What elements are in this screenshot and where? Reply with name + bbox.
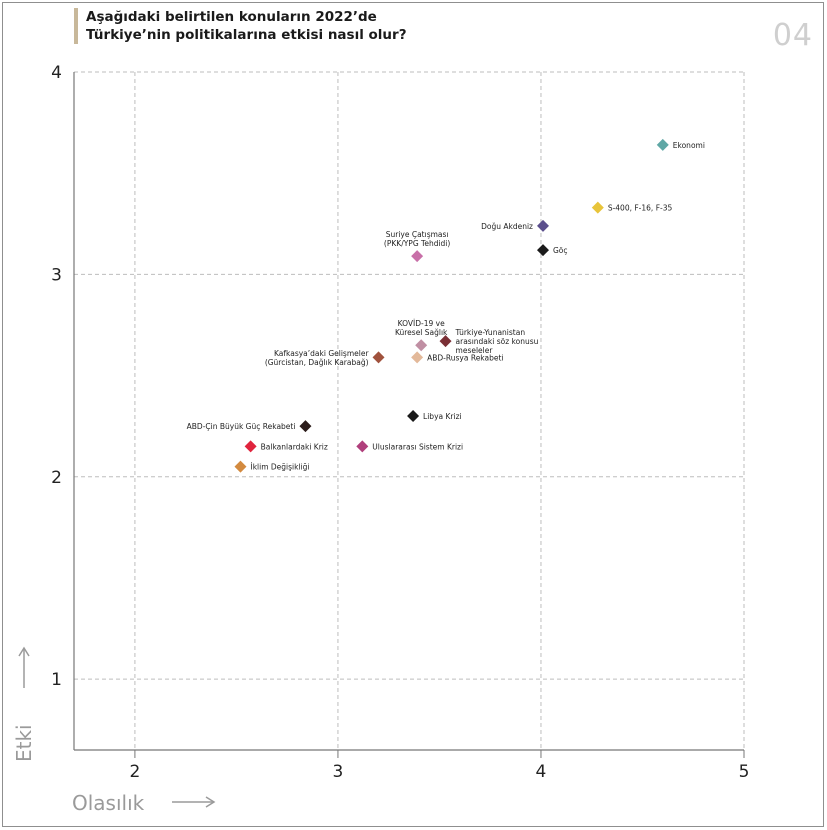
data-point-label: Kafkasya’daki Gelişmeler xyxy=(274,349,369,358)
data-points xyxy=(234,139,668,473)
data-point-label: KOVİD-19 ve xyxy=(398,319,445,328)
data-point-marker xyxy=(592,202,604,214)
data-point-label: Balkanlardaki Kriz xyxy=(261,442,328,451)
data-point-label: Türkiye-Yunanistan xyxy=(455,328,526,337)
data-point-label: Suriye Çatışması xyxy=(386,230,449,239)
y-tick-label: 1 xyxy=(51,670,62,690)
data-point-marker xyxy=(356,440,368,452)
data-point-marker xyxy=(537,244,549,256)
tick-labels: 2 3 4 5 1 2 3 4 xyxy=(51,63,749,782)
data-point-label: (PKK/YPG Tehdidi) xyxy=(384,239,450,248)
y-tick-label: 4 xyxy=(51,63,62,83)
x-tick-label: 4 xyxy=(536,762,547,782)
y-tick-label: 3 xyxy=(51,265,62,285)
data-point-label: S-400, F-16, F-35 xyxy=(608,204,673,213)
data-point-label: ABD-Çin Büyük Güç Rekabeti xyxy=(187,422,296,431)
data-point-label: İklim Değişikliği xyxy=(250,463,309,472)
x-tick-label: 3 xyxy=(333,762,344,782)
data-point-marker xyxy=(407,410,419,422)
data-point-marker xyxy=(245,440,257,452)
data-point-label: Göç xyxy=(553,246,568,255)
data-point-label: (Gürcistan, Dağlık Karabağ) xyxy=(265,358,369,367)
x-axis-title: Olasılık xyxy=(72,791,145,815)
data-point-marker xyxy=(415,339,427,351)
data-point-label: ABD-Rusya Rekabeti xyxy=(427,353,503,362)
data-point-marker xyxy=(299,420,311,432)
data-point-label: Uluslararası Sistem Krizi xyxy=(372,442,463,451)
data-point-label: arasındaki söz konusu xyxy=(456,337,539,346)
data-point-label: Küresel Sağlık xyxy=(395,328,448,337)
data-labels: Ekonomi S-400, F-16, F-35 Doğu Akdeniz Göç S… xyxy=(187,141,705,472)
data-point-marker xyxy=(411,351,423,363)
chart-grid xyxy=(74,72,744,750)
data-point-marker xyxy=(537,220,549,232)
axis-titles: Olasılık Etki xyxy=(12,648,214,815)
data-point-marker xyxy=(373,351,385,363)
data-point-marker xyxy=(411,250,423,262)
data-point-marker xyxy=(234,461,246,473)
x-tick-label: 5 xyxy=(739,762,750,782)
data-point-label: Doğu Akdeniz xyxy=(481,222,533,231)
data-point-marker xyxy=(657,139,669,151)
y-tick-label: 2 xyxy=(51,468,62,488)
data-point-label: Ekonomi xyxy=(673,141,705,150)
y-axis-title: Etki xyxy=(12,724,36,762)
x-tick-label: 2 xyxy=(129,762,140,782)
data-point-label: Libya Krizi xyxy=(423,412,462,421)
